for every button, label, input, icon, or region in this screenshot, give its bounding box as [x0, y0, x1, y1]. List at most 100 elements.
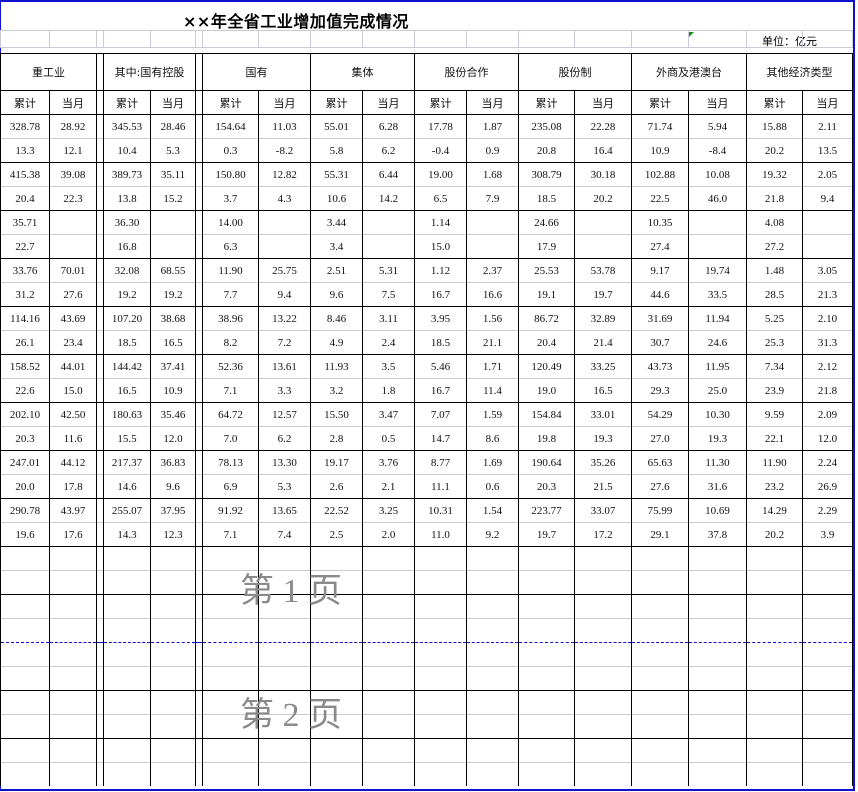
data-cell[interactable]: 37.95	[150, 498, 196, 523]
empty-cell[interactable]	[362, 618, 415, 643]
data-cell[interactable]: 25.3	[746, 330, 803, 355]
empty-cell[interactable]	[0, 714, 50, 739]
data-cell[interactable]	[49, 234, 97, 259]
cell[interactable]	[518, 30, 575, 48]
data-cell[interactable]: 9.6	[310, 282, 363, 307]
cell[interactable]	[746, 30, 803, 48]
data-cell[interactable]: 27.6	[631, 474, 689, 499]
data-cell[interactable]: 180.63	[103, 402, 151, 427]
data-cell[interactable]: 5.3	[258, 474, 311, 499]
data-cell[interactable]: 12.57	[258, 402, 311, 427]
empty-cell[interactable]	[688, 690, 747, 715]
empty-cell[interactable]	[466, 570, 519, 595]
empty-cell[interactable]	[574, 594, 632, 619]
data-cell[interactable]: 154.64	[202, 114, 259, 139]
data-cell[interactable]: 9.4	[802, 186, 853, 211]
data-cell[interactable]: 5.94	[688, 114, 747, 139]
empty-cell[interactable]	[103, 738, 151, 763]
data-cell[interactable]: 7.0	[202, 426, 259, 451]
empty-cell[interactable]	[258, 642, 311, 667]
data-cell[interactable]: 22.5	[631, 186, 689, 211]
data-cell[interactable]: -8.2	[258, 138, 311, 163]
empty-cell[interactable]	[802, 570, 853, 595]
data-cell[interactable]	[466, 234, 519, 259]
data-cell[interactable]: 44.01	[49, 354, 97, 379]
empty-cell[interactable]	[258, 546, 311, 571]
empty-cell[interactable]	[49, 642, 97, 667]
data-cell[interactable]: 2.8	[310, 426, 363, 451]
data-cell[interactable]: 2.0	[362, 522, 415, 547]
empty-cell[interactable]	[362, 762, 415, 786]
empty-cell[interactable]	[466, 714, 519, 739]
empty-cell[interactable]	[631, 738, 689, 763]
data-cell[interactable]	[688, 234, 747, 259]
empty-cell[interactable]	[631, 618, 689, 643]
sub-header[interactable]: 累计	[414, 90, 467, 115]
data-cell[interactable]: 6.2	[362, 138, 415, 163]
empty-cell[interactable]	[258, 762, 311, 786]
data-cell[interactable]: 328.78	[0, 114, 50, 139]
data-cell[interactable]: 21.8	[802, 378, 853, 403]
cell[interactable]	[414, 30, 467, 48]
empty-cell[interactable]	[688, 642, 747, 667]
data-cell[interactable]: 44.12	[49, 450, 97, 475]
data-cell[interactable]: 2.1	[362, 474, 415, 499]
data-cell[interactable]: 35.71	[0, 210, 50, 235]
data-cell[interactable]: 31.3	[802, 330, 853, 355]
data-cell[interactable]: 150.80	[202, 162, 259, 187]
data-cell[interactable]: 7.7	[202, 282, 259, 307]
empty-cell[interactable]	[802, 642, 853, 667]
data-cell[interactable]: 6.28	[362, 114, 415, 139]
data-cell[interactable]	[466, 210, 519, 235]
data-cell[interactable]: 70.01	[49, 258, 97, 283]
empty-cell[interactable]	[0, 618, 50, 643]
data-cell[interactable]: 24.66	[518, 210, 575, 235]
cell[interactable]	[574, 30, 632, 48]
data-cell[interactable]: 6.9	[202, 474, 259, 499]
data-cell[interactable]: 43.69	[49, 306, 97, 331]
group-header[interactable]: 其中:国有控股	[103, 53, 196, 91]
cell[interactable]	[150, 30, 196, 48]
sub-header[interactable]: 累计	[0, 90, 50, 115]
empty-cell[interactable]	[310, 570, 363, 595]
data-cell[interactable]	[258, 210, 311, 235]
data-cell[interactable]: 1.12	[414, 258, 467, 283]
data-cell[interactable]	[802, 210, 853, 235]
data-cell[interactable]: 4.08	[746, 210, 803, 235]
data-cell[interactable]: 16.7	[414, 282, 467, 307]
data-cell[interactable]	[574, 234, 632, 259]
group-header[interactable]: 股份合作	[414, 53, 519, 91]
data-cell[interactable]: 5.25	[746, 306, 803, 331]
cell[interactable]	[49, 30, 97, 48]
data-cell[interactable]: 37.8	[688, 522, 747, 547]
empty-cell[interactable]	[802, 714, 853, 739]
data-cell[interactable]: 1.8	[362, 378, 415, 403]
data-cell[interactable]: 36.83	[150, 450, 196, 475]
data-cell[interactable]: 19.1	[518, 282, 575, 307]
data-cell[interactable]: 5.31	[362, 258, 415, 283]
empty-cell[interactable]	[466, 642, 519, 667]
data-cell[interactable]: 10.30	[688, 402, 747, 427]
data-cell[interactable]: 35.26	[574, 450, 632, 475]
empty-cell[interactable]	[0, 642, 50, 667]
empty-cell[interactable]	[362, 666, 415, 691]
data-cell[interactable]: 30.7	[631, 330, 689, 355]
data-cell[interactable]: 16.5	[574, 378, 632, 403]
data-cell[interactable]: 20.3	[518, 474, 575, 499]
empty-cell[interactable]	[688, 738, 747, 763]
data-cell[interactable]: 54.29	[631, 402, 689, 427]
data-cell[interactable]: 75.99	[631, 498, 689, 523]
sub-header[interactable]: 累计	[518, 90, 575, 115]
empty-cell[interactable]	[802, 690, 853, 715]
empty-cell[interactable]	[0, 666, 50, 691]
empty-cell[interactable]	[746, 738, 803, 763]
sub-header[interactable]: 累计	[103, 90, 151, 115]
data-cell[interactable]: 5.46	[414, 354, 467, 379]
data-cell[interactable]	[802, 234, 853, 259]
empty-cell[interactable]	[631, 642, 689, 667]
data-cell[interactable]: 32.08	[103, 258, 151, 283]
data-cell[interactable]: 1.56	[466, 306, 519, 331]
data-cell[interactable]: 31.6	[688, 474, 747, 499]
empty-cell[interactable]	[103, 762, 151, 786]
empty-cell[interactable]	[518, 738, 575, 763]
